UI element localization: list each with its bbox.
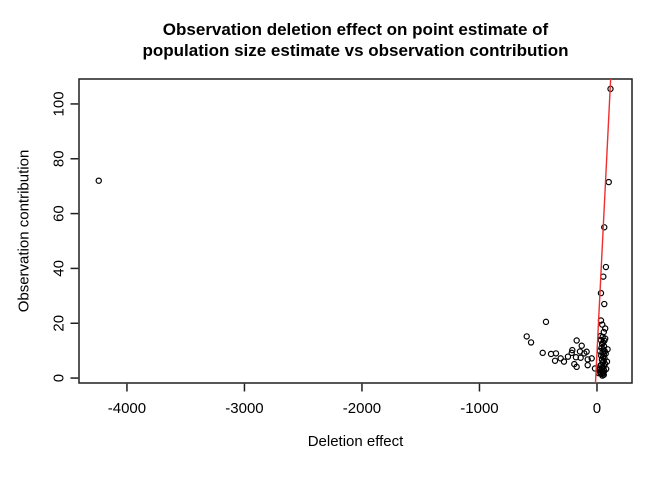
y-axis: 0 20 40 60 80 100: [51, 91, 79, 382]
x-tick-label: -1000: [460, 400, 498, 417]
x-tick-label: 0: [593, 400, 601, 417]
data-point: [597, 289, 605, 297]
y-axis-label: Observation contribution: [15, 149, 33, 313]
data-point: [601, 300, 608, 308]
data-point: [542, 318, 550, 326]
data-point: [583, 348, 590, 355]
data-point: [564, 353, 572, 360]
data-point: [578, 342, 585, 349]
data-point: [95, 177, 102, 184]
data-points: [95, 85, 614, 379]
data-point: [584, 361, 591, 369]
data-point: [577, 354, 584, 361]
data-point: [602, 350, 609, 357]
data-point: [527, 339, 535, 346]
y-tick-label: 40: [51, 260, 68, 277]
data-point: [552, 350, 560, 357]
plot-box: [78, 78, 633, 384]
data-point: [602, 325, 609, 332]
data-point: [523, 333, 530, 340]
x-axis: -4000 -3000 -2000 -1000 0: [108, 383, 601, 417]
x-tick-label: -3000: [225, 400, 263, 417]
chart-title-line-2: population size estimate vs observation …: [142, 41, 569, 60]
y-tick-label: 80: [51, 150, 68, 167]
y-tick-label: 100: [51, 91, 68, 116]
y-tick-label: 60: [51, 205, 68, 222]
data-point: [605, 178, 612, 186]
data-point: [573, 363, 580, 371]
y-tick-label: 20: [51, 315, 68, 332]
chart-title-line-1: Observation deletion effect on point est…: [162, 20, 549, 39]
x-tick-label: -4000: [108, 400, 146, 417]
data-point: [573, 337, 580, 344]
data-point: [602, 365, 610, 373]
data-point: [569, 346, 576, 354]
data-point: [568, 349, 575, 357]
fit-line: [594, 78, 612, 384]
data-point: [603, 358, 611, 365]
data-point: [560, 358, 568, 365]
data-point: [551, 357, 559, 364]
data-point: [557, 355, 564, 362]
data-point: [602, 263, 610, 271]
x-axis-label: Deletion effect: [307, 433, 404, 450]
chart-title: Observation deletion effect on point est…: [79, 19, 632, 61]
data-point: [601, 224, 608, 231]
x-tick-label: -2000: [343, 400, 381, 417]
y-tick-label: 0: [51, 374, 68, 382]
data-point: [588, 355, 595, 362]
data-point: [539, 349, 546, 357]
